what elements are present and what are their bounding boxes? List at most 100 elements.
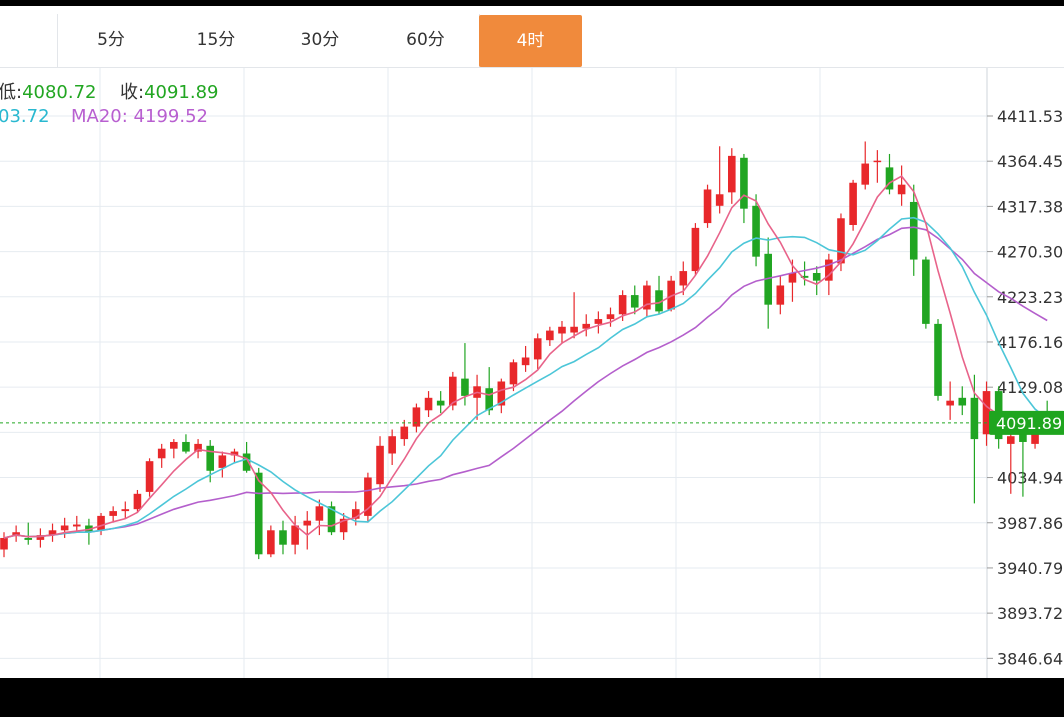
candle-body [36, 535, 45, 540]
tab-2[interactable]: 5分 [58, 14, 165, 67]
candle-body [630, 295, 639, 308]
candle-body [436, 400, 445, 406]
candle-body [982, 391, 991, 435]
candle-body [570, 326, 578, 333]
candle-body [12, 532, 20, 536]
candle-body [521, 357, 530, 366]
candle-body [303, 520, 312, 526]
candle-body [533, 338, 542, 360]
candle-body [655, 290, 663, 312]
candle-body [703, 189, 712, 224]
ma10-line [3, 216, 1048, 539]
candle-body [679, 271, 688, 286]
candle-body [1006, 436, 1015, 444]
candle-body [740, 157, 748, 209]
candle-body [388, 436, 396, 454]
y-tick-label: 4129.08 [997, 378, 1063, 397]
tab-6[interactable]: 4时 [479, 15, 582, 67]
candle-body [764, 253, 772, 305]
candle-body [279, 530, 287, 545]
candle-body [121, 509, 130, 512]
candle-body [412, 407, 421, 427]
candle-body [424, 397, 433, 411]
close-value: 4091.89 [144, 82, 219, 103]
candle-body [351, 509, 360, 519]
candle-body [873, 160, 882, 163]
candle-body [449, 376, 457, 406]
candle-body [254, 472, 263, 555]
candle-body [364, 477, 372, 516]
y-tick-label: 4270.30 [997, 243, 1063, 262]
candle-body [170, 441, 178, 449]
ma-legend: 03.72 MA20: 4199.52 [0, 106, 208, 127]
price-legend: 低:4080.72 收:4091.89 [0, 78, 219, 104]
candle-body [485, 388, 493, 411]
candle-body [667, 280, 675, 310]
candle-body [218, 455, 227, 468]
y-tick-label: 3846.64 [997, 649, 1063, 668]
candle-body [788, 272, 797, 283]
candle-body [582, 323, 591, 329]
candle-body [509, 362, 518, 385]
candle-body [376, 445, 384, 485]
candle-body [897, 184, 906, 195]
candlestick-chart: 4411.53 4364.45 4317.38 4270.30 4223.23 4176.… [0, 68, 1064, 678]
candle-body [24, 537, 33, 540]
candle-body [194, 443, 202, 452]
candle-body [327, 506, 336, 533]
candle-body [825, 259, 833, 281]
candle-body [922, 259, 930, 324]
y-tick-label: 4034.94 [997, 469, 1063, 488]
y-tick-label: 4223.23 [997, 288, 1063, 307]
candle-body [558, 326, 566, 334]
candle-body [400, 426, 409, 440]
candle-body [109, 511, 117, 516]
candle-body [97, 515, 105, 531]
y-tick-label: 4176.16 [997, 333, 1063, 352]
candle-body [934, 323, 942, 396]
candle-body [206, 445, 215, 471]
candle-body [970, 397, 979, 440]
current-price-label: 4091.89 [996, 414, 1062, 433]
candle-body [776, 285, 785, 305]
candle-body [909, 201, 918, 260]
candle-body [1019, 434, 1027, 442]
y-tick-label: 3987.86 [997, 514, 1063, 533]
y-tick-label: 3940.79 [997, 559, 1063, 578]
ma5-line [3, 175, 1048, 539]
ma20-label: MA20: [71, 106, 128, 127]
candle-body [0, 537, 8, 550]
candle-body [60, 525, 69, 531]
low-label: 低: [0, 82, 23, 103]
candle-body [861, 163, 870, 185]
candle-body [339, 518, 348, 533]
y-tick-label: 4411.53 [997, 107, 1063, 126]
candle-body [618, 295, 627, 315]
candle-body [48, 530, 57, 536]
candle-body [606, 314, 615, 320]
tab-3[interactable]: 15分 [164, 14, 269, 67]
ma10-value: 03.72 [0, 106, 50, 127]
candle-body [946, 400, 954, 406]
low-value: 4080.72 [22, 82, 97, 103]
candle-body [291, 525, 299, 545]
candle-body [812, 272, 821, 281]
candle-body [800, 275, 809, 278]
close-label: 收: [119, 82, 145, 103]
ma20-value: 4199.52 [133, 106, 208, 127]
timeframe-tabs: 月5分15分30分60分4时 [0, 14, 1064, 68]
candle-body [885, 167, 894, 190]
y-tick-label: 3893.72 [997, 604, 1063, 623]
candle-body [497, 381, 506, 406]
candle-body [182, 441, 190, 452]
tab-5[interactable]: 60分 [372, 14, 480, 67]
tab-4[interactable]: 30分 [268, 14, 373, 67]
candle-body [715, 194, 724, 206]
candle-body [546, 330, 554, 341]
tab-1[interactable]: 月 [0, 14, 58, 67]
current-price-badge [989, 410, 1064, 435]
candle-body [849, 182, 857, 225]
candle-body [958, 397, 967, 406]
candle-body [728, 155, 736, 193]
candle-body [594, 319, 603, 324]
